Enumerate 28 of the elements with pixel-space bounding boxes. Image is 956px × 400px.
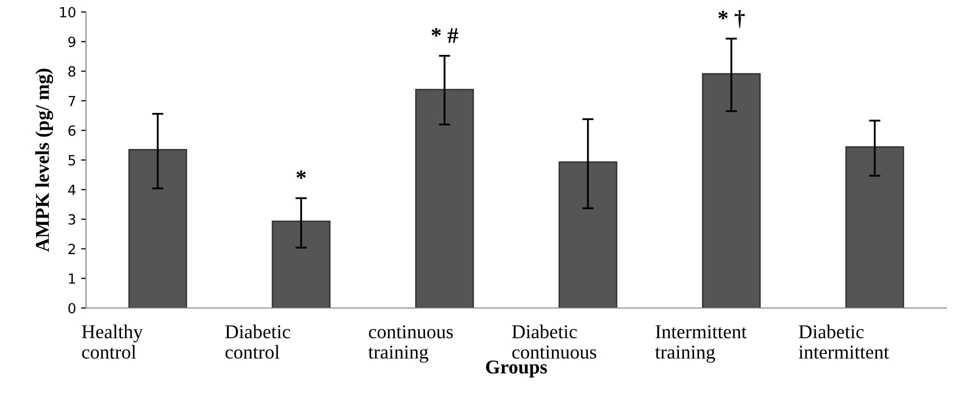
x-tick-label: continuous training — [368, 325, 453, 363]
bar — [702, 73, 761, 308]
y-tick-label: 5 — [68, 155, 76, 166]
y-axis-title: AMPK levels (pg/ mg) — [35, 68, 54, 252]
bar — [845, 146, 904, 308]
y-tick-label: 7 — [68, 96, 76, 106]
y-tick-label: 3 — [68, 214, 76, 225]
y-tick-label: 2 — [68, 244, 75, 254]
x-tick-label: Healthy control — [82, 324, 143, 359]
data-label: * — [296, 170, 306, 179]
x-axis-title: Groups — [486, 360, 547, 378]
data-label: * # — [432, 28, 458, 43]
y-tick-label: 6 — [68, 125, 76, 136]
x-tick-label: Diabetic intermittent — [798, 324, 889, 359]
y-tick-label: 8 — [68, 66, 76, 77]
x-tick-label: Diabetic continuous — [512, 324, 596, 359]
y-tick-label: 0 — [68, 302, 76, 314]
data-label: * † — [718, 10, 745, 28]
bar — [415, 88, 474, 308]
y-tick-label: 9 — [68, 36, 76, 48]
bar — [272, 220, 331, 308]
bar — [128, 148, 188, 308]
y-tick-label: 1 — [69, 274, 76, 284]
y-tick-label: 4 — [68, 184, 76, 195]
bar — [558, 161, 618, 308]
y-tick-label: 10 — [60, 6, 76, 18]
x-tick-label: Intermittent training — [655, 325, 747, 363]
x-tick-label: Diabetic control — [225, 324, 290, 359]
